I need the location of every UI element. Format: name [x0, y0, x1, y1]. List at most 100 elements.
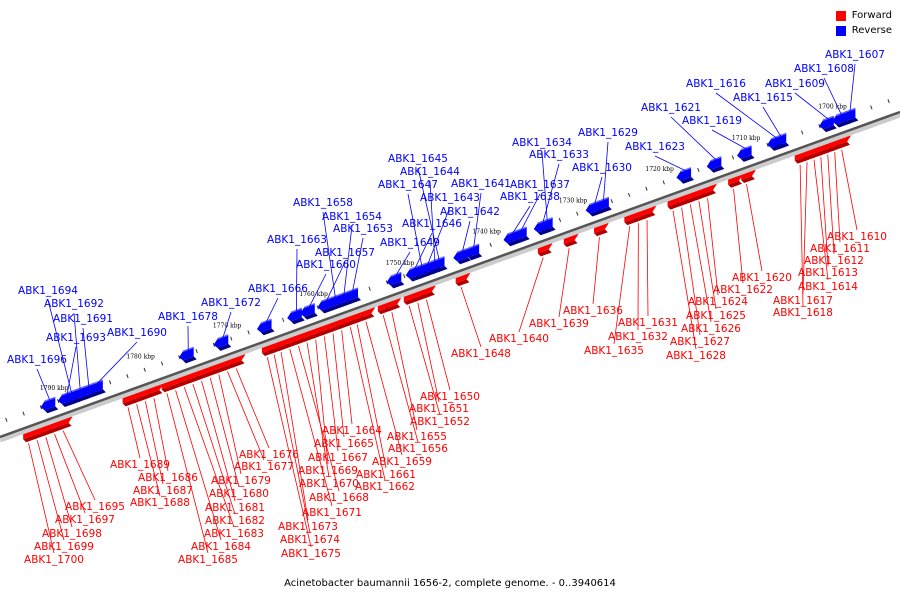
axis-tick [627, 192, 631, 197]
gene-label-forward: ABK1_1662 [355, 481, 415, 493]
label-leader-reverse [322, 211, 336, 298]
axis-tick [489, 242, 492, 247]
gene-label-reverse: ABK1_1637 [510, 179, 570, 191]
gene-label-forward: ABK1_1686 [138, 472, 198, 484]
gene-block-side [771, 144, 785, 151]
label-leader-forward [235, 368, 270, 449]
gene-label-forward: ABK1_1632 [608, 331, 668, 343]
gene-block-highlight [710, 156, 722, 162]
label-leader-reverse [73, 312, 81, 390]
gene-block-side [822, 125, 837, 133]
gene-label-reverse: ABK1_1629 [578, 127, 638, 139]
gene-label-forward: ABK1_1676 [239, 449, 299, 461]
gene-block [819, 116, 834, 130]
gene-label-forward: ABK1_1614 [798, 281, 858, 293]
gene-block [503, 230, 519, 244]
gene-block [405, 265, 421, 279]
gene-label-reverse: ABK1_1641 [451, 178, 511, 190]
gene-label-forward: ABK1_1620 [732, 272, 792, 284]
axis-ticks: 1700 kbp 1710 kbp 1720 kbp 1730 kbp 1740 kbp… [5, 99, 890, 422]
gene-block-side [23, 435, 37, 443]
gene-label-reverse: ABK1_1696 [7, 354, 67, 366]
label-leader-forward [201, 380, 236, 502]
gene-block-highlight [303, 302, 316, 309]
gene-block [213, 334, 229, 348]
label-leader-forward [289, 348, 333, 507]
gene-label-reverse: ABK1_1642 [440, 206, 500, 218]
axis-tick [610, 199, 613, 204]
gene-label-forward: ABK1_1700 [24, 554, 84, 566]
label-leader-reverse [603, 141, 609, 201]
axis-tick [126, 374, 129, 379]
gene-label-forward: ABK1_1652 [410, 416, 470, 428]
label-leader-reverse [222, 311, 232, 339]
legend-forward-label: Forward [851, 10, 892, 21]
gene-label-forward: ABK1_1685 [178, 554, 238, 566]
gene-label-forward: ABK1_1639 [529, 318, 589, 330]
label-leader-reverse [823, 77, 842, 115]
gene-block [287, 308, 302, 322]
gene-block [300, 303, 315, 317]
gene-label-forward: ABK1_1627 [670, 336, 730, 348]
gene-block-side [455, 279, 470, 287]
gene-block-side [563, 240, 578, 248]
gene-block-side [537, 228, 552, 236]
gene-label-reverse: ABK1_1608 [794, 63, 854, 75]
label-leader-reverse [407, 193, 423, 267]
gene-label-reverse: ABK1_1660 [296, 259, 356, 271]
gene-block-side [44, 406, 59, 414]
gene-block-side [710, 165, 725, 173]
label-leader-reverse [849, 63, 856, 112]
gene-label-forward: ABK1_1626 [681, 323, 741, 335]
gene-label-forward: ABK1_1668 [309, 492, 369, 504]
gene-label-forward: ABK1_1650 [420, 391, 480, 403]
gene-label-forward: ABK1_1613 [798, 267, 858, 279]
gene-label-forward: ABK1_1625 [686, 310, 746, 322]
gene-block-side [321, 306, 336, 314]
label-leader-reverse [794, 92, 829, 120]
gene-label-reverse: ABK1_1645 [388, 153, 448, 165]
axis-tick [697, 167, 700, 172]
axis-tick [108, 380, 112, 385]
gene-label-reverse: ABK1_1693 [46, 332, 106, 344]
gene-label-forward: ABK1_1669 [298, 465, 358, 477]
label-leader-forward [332, 333, 345, 438]
label-leader-forward [273, 354, 311, 534]
gene-block-side [390, 281, 405, 289]
label-leader-reverse [343, 225, 353, 295]
gene-label-forward: ABK1_1677 [234, 461, 294, 473]
gene-label-forward: ABK1_1665 [314, 438, 374, 450]
label-leader-forward [280, 352, 309, 521]
axis-tick-label: 1720 kbp [645, 166, 674, 173]
label-leader-reverse [36, 368, 51, 401]
label-leader-forward [681, 207, 701, 336]
axis-tick [558, 217, 562, 222]
axis-tick-label: 1760 kbp [299, 291, 328, 298]
reverse-swatch [835, 25, 846, 36]
gene-block [317, 297, 333, 311]
label-leader-reverse [66, 346, 77, 395]
gene-label-reverse: ABK1_1607 [825, 49, 885, 61]
label-leader-forward [813, 159, 829, 281]
gene-label-reverse: ABK1_1654 [322, 211, 382, 223]
axis-tick [143, 367, 146, 372]
gene-label-forward: ABK1_1698 [42, 528, 102, 540]
label-leader-forward [841, 149, 858, 231]
gene-block-highlight [321, 296, 333, 303]
gene-label-reverse: ABK1_1691 [53, 313, 113, 325]
label-leader-reverse [473, 192, 482, 248]
label-leader-forward [227, 371, 265, 461]
label-leader-forward [746, 183, 763, 272]
gene-block-highlight [409, 264, 421, 271]
axis-tick-label: 1740 kbp [472, 229, 501, 236]
gene-label-reverse: ABK1_1653 [333, 223, 393, 235]
gene-block-side [217, 343, 232, 351]
gene-label-forward: ABK1_1680 [209, 488, 269, 500]
gene-label-reverse: ABK1_1658 [293, 197, 353, 209]
gene-block [533, 219, 549, 233]
gene-block-side [728, 180, 742, 188]
gene-block-side [182, 356, 197, 364]
gene-label-forward: ABK1_1679 [211, 475, 271, 487]
label-leader-forward [592, 237, 600, 305]
